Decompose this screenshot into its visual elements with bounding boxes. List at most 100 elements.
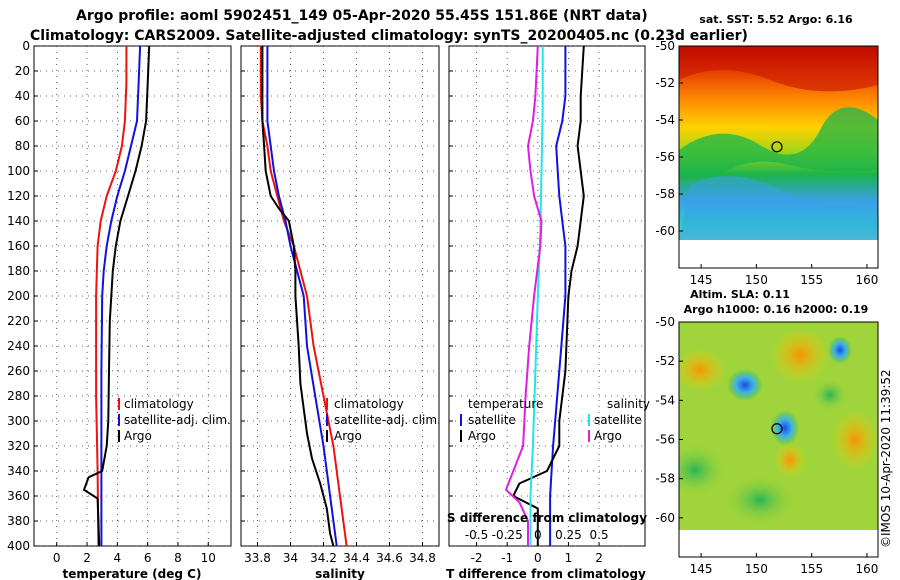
- map-x-tick-label: 155: [800, 273, 823, 287]
- y-tick-label: 0: [22, 39, 30, 53]
- imos-timestamp-watermark: ©IMOS 10-Apr-2020 11:39:52: [879, 369, 893, 548]
- sla-warm-eddy: [774, 442, 806, 478]
- map-y-tick-label: -58: [655, 187, 675, 201]
- difference-plot: -2 -1 0 1 2-0.5 -0.25 0 0.25 0.5: [449, 45, 645, 565]
- x-tick-label: 2: [595, 551, 603, 565]
- map-x-tick-label: 160: [855, 562, 878, 576]
- map-y-tick-label: -50: [655, 39, 675, 53]
- sla-map-title: Altim. SLA: 0.11: [690, 288, 790, 301]
- map-y-tick-label: -54: [655, 393, 675, 407]
- series-salinity-argo: [505, 45, 543, 546]
- difference-legend: temperature satellite Argo salinity sate…: [460, 397, 650, 443]
- legend-sal-satellite: satellite: [594, 413, 642, 427]
- temperature-legend: climatology satellite-adj. clim. Argo: [118, 397, 231, 443]
- sst-map-title: sat. SST: 5.52 Argo: 6.16: [699, 13, 853, 26]
- sla-map: [678, 321, 879, 558]
- map-y-tick-label: -60: [655, 511, 675, 525]
- map-y-tick-label: -50: [655, 315, 675, 329]
- x-tick-label: 34.8: [409, 551, 436, 565]
- argo-location-marker: [771, 141, 783, 153]
- difference-xlabel: T difference from climatology: [446, 567, 646, 580]
- y-tick-label: 200: [7, 289, 30, 303]
- series-argo: [83, 45, 151, 547]
- x-tick-label: 34.4: [343, 551, 370, 565]
- series-argo: [261, 46, 335, 547]
- legend-temp-argo: Argo: [468, 429, 496, 443]
- argo-location-marker: [771, 423, 783, 435]
- figure-title-line1: Argo profile: aoml 5902451_149 05-Apr-20…: [76, 8, 648, 24]
- temperature-plot: 0204060801001201401601802002202402602803…: [7, 39, 231, 565]
- s-axis-tick-label: -0.25: [492, 528, 523, 542]
- x-tick-label: 34: [283, 551, 298, 565]
- y-tick-label: 240: [7, 339, 30, 353]
- y-tick-label: 280: [7, 389, 30, 403]
- y-tick-label: 220: [7, 314, 30, 328]
- map-x-tick-label: 160: [855, 273, 878, 287]
- y-tick-label: 340: [7, 464, 30, 478]
- difference-top-axis-label: S difference from climatology: [447, 511, 647, 525]
- series-salinity-satellite: [529, 46, 544, 546]
- map-y-tick-label: -52: [655, 76, 675, 90]
- legend-climatology: climatology: [334, 397, 404, 411]
- x-tick-label: 2: [83, 551, 91, 565]
- y-tick-label: 400: [7, 539, 30, 553]
- x-tick-label: 0: [53, 551, 61, 565]
- sla-cold-eddy: [727, 369, 763, 401]
- sla-low-region: [726, 476, 794, 524]
- sla-map-axes: 145 150 155 160 -50 -52 -54 -56 -58 -60: [655, 315, 878, 576]
- y-tick-label: 140: [7, 214, 30, 228]
- sla-cold-eddy: [828, 336, 852, 364]
- y-tick-label: 260: [7, 364, 30, 378]
- map-y-tick-label: -52: [655, 354, 675, 368]
- x-tick-label: 8: [174, 551, 182, 565]
- y-tick-label: 300: [7, 414, 30, 428]
- y-tick-label: 180: [7, 264, 30, 278]
- x-tick-label: 34.2: [310, 551, 337, 565]
- s-axis-tick-label: 0.5: [590, 528, 609, 542]
- sla-warm-eddy: [770, 327, 830, 383]
- salinity-legend: climatology satellite-adj. clim. Argo: [326, 397, 441, 443]
- y-tick-label: 60: [15, 114, 30, 128]
- s-axis-tick-label: 0.25: [555, 528, 582, 542]
- x-tick-label: 4: [114, 551, 122, 565]
- sla-warm-eddy: [831, 410, 878, 470]
- temperature-axes-frame: [33, 45, 232, 547]
- map-x-tick-label: 145: [690, 562, 713, 576]
- x-tick-label: 6: [144, 551, 152, 565]
- s-axis-tick-label: -0.5: [465, 528, 488, 542]
- x-tick-label: 0: [534, 551, 542, 565]
- y-tick-label: 380: [7, 514, 30, 528]
- legend-temp-satellite: satellite: [468, 413, 516, 427]
- legend-group-salinity: salinity: [607, 397, 650, 411]
- salinity-plot: 33.8 34 34.2 34.4 34.6 34.8: [241, 45, 439, 565]
- temperature-xlabel: temperature (deg C): [63, 567, 202, 580]
- legend-argo: Argo: [334, 429, 362, 443]
- legend-sal-argo: Argo: [594, 429, 622, 443]
- figure-title-line2: Climatology: CARS2009. Satellite-adjuste…: [30, 28, 748, 44]
- x-tick-label: 33.8: [244, 551, 271, 565]
- sst-map-axes: 145 150 155 160 -50 -52 -54 -56 -58 -60: [655, 39, 878, 287]
- y-tick-label: 120: [7, 189, 30, 203]
- y-tick-label: 360: [7, 489, 30, 503]
- x-tick-label: 34.6: [376, 551, 403, 565]
- sst-cold-water: [679, 176, 878, 240]
- y-tick-label: 320: [7, 439, 30, 453]
- series-climatology: [95, 46, 128, 547]
- series-temperature-argo: [512, 45, 585, 546]
- sst-front-band: [679, 107, 878, 180]
- sla-cold-eddy: [771, 410, 799, 446]
- sla-nodata-strip: [679, 530, 878, 557]
- legend-satellite-adj: satellite-adj. clim.: [124, 413, 231, 427]
- map-x-tick-label: 145: [690, 273, 713, 287]
- map-y-tick-label: -60: [655, 224, 675, 238]
- y-tick-label: 20: [15, 64, 30, 78]
- map-x-tick-label: 150: [745, 562, 768, 576]
- x-tick-label: 10: [201, 551, 216, 565]
- legend-argo: Argo: [124, 429, 152, 443]
- y-tick-label: 40: [15, 89, 30, 103]
- x-tick-label: 1: [565, 551, 573, 565]
- sla-low-region: [679, 444, 725, 496]
- sla-low-region: [812, 379, 848, 411]
- sst-map: [678, 45, 879, 269]
